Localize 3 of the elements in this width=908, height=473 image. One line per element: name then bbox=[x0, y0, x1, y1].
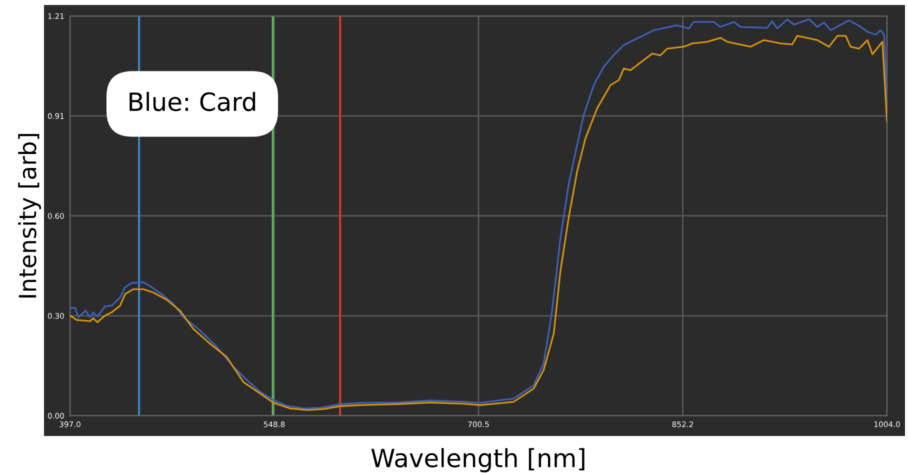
x-axis-title: Wavelength [nm] bbox=[371, 448, 584, 472]
y-axis-title: Intensity [arb] bbox=[18, 134, 41, 298]
annotation: Blue: Card bbox=[130, 92, 256, 112]
